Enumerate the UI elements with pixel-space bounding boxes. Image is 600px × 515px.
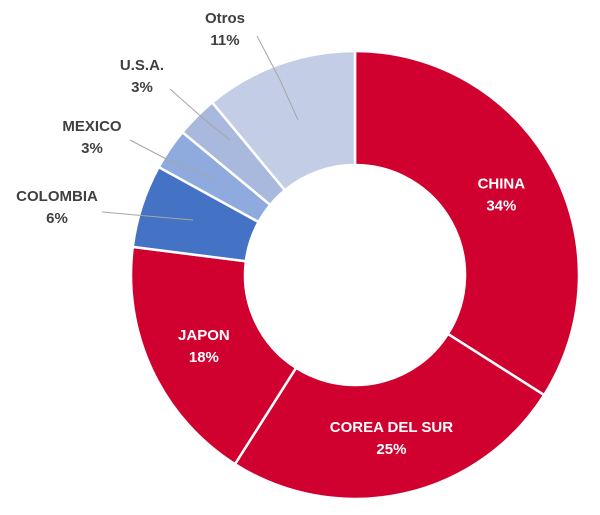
slice-japon <box>129 245 298 466</box>
label-otros: Otros 11% <box>205 10 245 49</box>
label-value-otros: 11% <box>210 32 239 49</box>
label-corea-del-sur: COREA DEL SUR 25% <box>330 419 454 458</box>
label-category-japon: JAPON <box>178 327 230 344</box>
leader-line-u-s-a <box>169 88 231 141</box>
donut-slices <box>129 49 581 501</box>
slice-otros <box>210 49 357 193</box>
label-u-s-a: U.S.A. 3% <box>120 57 164 96</box>
slice-corea-del-sur <box>233 332 546 501</box>
label-value-u-s-a: 3% <box>131 79 153 96</box>
label-value-corea-del-sur: 25% <box>376 441 406 458</box>
leader-line-mexico <box>129 139 215 179</box>
label-value-mexico: 3% <box>81 140 103 157</box>
label-value-japon: 18% <box>189 349 219 366</box>
label-category-china: CHINA <box>478 176 526 193</box>
label-category-corea-del-sur: COREA DEL SUR <box>330 419 454 436</box>
leader-line-otros <box>256 35 299 121</box>
label-value-china: 34% <box>486 198 516 215</box>
label-mexico: MEXICO 3% <box>62 118 122 157</box>
label-category-u-s-a: U.S.A. <box>120 57 164 74</box>
label-category-otros: Otros <box>205 10 245 27</box>
label-colombia: COLOMBIA 6% <box>16 188 98 227</box>
label-category-mexico: MEXICO <box>62 118 122 135</box>
label-category-colombia: COLOMBIA <box>16 188 98 205</box>
label-china: CHINA 34% <box>478 176 526 215</box>
leader-lines <box>101 35 299 221</box>
label-value-colombia: 6% <box>46 210 68 227</box>
label-japon: JAPON 18% <box>178 327 230 366</box>
slice-labels: CHINA 34% COREA DEL SUR 25% JAPON 18% COLOMBIA… <box>16 10 525 458</box>
slice-china <box>353 49 581 397</box>
leader-line-colombia <box>101 211 194 221</box>
